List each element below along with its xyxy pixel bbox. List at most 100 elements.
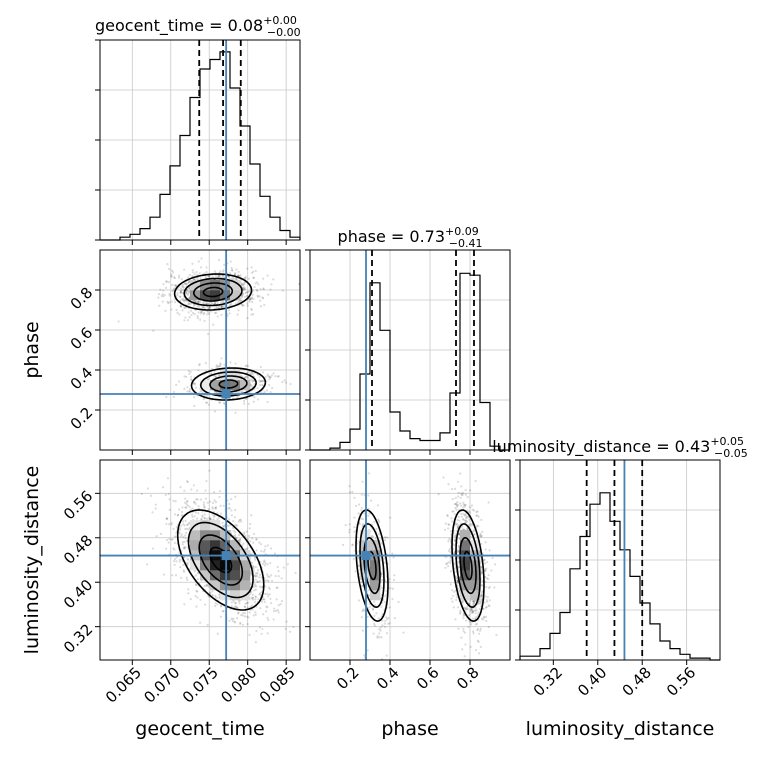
- sample-point: [252, 379, 255, 383]
- density-cell: [230, 290, 241, 301]
- sample-point: [218, 365, 221, 368]
- sample-point: [377, 518, 380, 521]
- sample-point: [384, 580, 388, 583]
- sample-point: [165, 518, 168, 521]
- sample-point: [260, 380, 263, 383]
- sample-point: [483, 601, 486, 604]
- sample-point: [437, 493, 440, 496]
- sample-point: [204, 603, 207, 606]
- sample-point: [272, 609, 276, 613]
- sample-point: [460, 485, 463, 488]
- sample-point: [351, 544, 354, 547]
- sample-point: [447, 549, 451, 552]
- density-cell: [240, 580, 251, 591]
- sample-point: [183, 547, 186, 550]
- sample-point: [243, 402, 246, 405]
- sample-point: [457, 560, 460, 563]
- sample-point: [277, 570, 280, 573]
- sample-point: [360, 616, 363, 619]
- sample-point: [205, 479, 208, 483]
- sample-point: [363, 653, 366, 657]
- sample-point: [362, 609, 366, 612]
- sample-point: [234, 495, 237, 498]
- sample-point: [477, 525, 480, 528]
- density-cell: [200, 540, 211, 551]
- contour-line: [198, 534, 244, 586]
- sample-point: [218, 274, 221, 277]
- sample-point: [211, 507, 214, 510]
- sample-point: [185, 531, 188, 535]
- density-cell: [210, 280, 221, 291]
- contour-line: [176, 509, 265, 611]
- sample-point: [472, 599, 475, 603]
- sample-point: [458, 519, 461, 522]
- density-cell: [220, 380, 231, 391]
- sample-point: [216, 596, 219, 599]
- sample-point: [234, 362, 237, 365]
- sample-point: [188, 302, 191, 305]
- sample-point: [477, 640, 480, 643]
- sample-point: [473, 529, 476, 532]
- sample-point: [348, 485, 351, 488]
- sample-point: [485, 605, 488, 609]
- sample-point: [455, 577, 458, 580]
- sample-point: [284, 627, 287, 630]
- sample-point: [199, 318, 202, 321]
- sample-point: [238, 602, 241, 605]
- sample-point: [252, 532, 256, 536]
- sample-point: [171, 290, 174, 293]
- sample-point: [357, 565, 360, 568]
- sample-point: [176, 292, 179, 295]
- sample-point: [248, 290, 251, 293]
- sample-point: [181, 283, 185, 286]
- sample-point: [469, 623, 473, 626]
- sample-point: [385, 616, 388, 619]
- sample-point: [172, 395, 175, 399]
- sample-point: [280, 599, 284, 603]
- sample-point: [183, 524, 186, 527]
- sample-point: [188, 273, 192, 277]
- sample-point: [486, 561, 489, 564]
- sample-point: [230, 605, 233, 608]
- y-tick-label-phase: 0.4: [67, 364, 97, 394]
- sample-point: [455, 508, 458, 511]
- sample-point: [237, 612, 240, 615]
- sample-point: [470, 608, 473, 611]
- sample-point: [256, 580, 259, 583]
- sample-point: [270, 283, 273, 286]
- sample-point: [176, 514, 180, 517]
- sample-point: [209, 517, 212, 521]
- sample-point: [458, 612, 462, 615]
- sample-point: [283, 379, 286, 382]
- y-axis-label-luminosity_distance: luminosity_distance: [21, 466, 43, 655]
- sample-point: [246, 364, 250, 368]
- sample-point: [220, 301, 223, 304]
- sample-point: [242, 283, 245, 287]
- contour-line: [202, 286, 224, 298]
- sample-point: [193, 313, 196, 316]
- sample-point: [210, 302, 214, 305]
- sample-point: [464, 643, 467, 646]
- sample-point: [149, 494, 153, 497]
- sample-point: [361, 523, 365, 526]
- sample-point: [466, 495, 469, 499]
- sample-point: [270, 579, 274, 583]
- sample-point: [229, 497, 233, 501]
- sample-point: [372, 622, 376, 625]
- sample-point: [206, 313, 209, 316]
- sample-point: [353, 516, 356, 519]
- density-cell: [210, 580, 221, 591]
- sample-point: [175, 308, 178, 312]
- sample-point: [232, 529, 235, 532]
- sample-point: [454, 506, 457, 510]
- sample-point: [386, 536, 389, 539]
- sample-point: [378, 636, 381, 639]
- sample-point: [243, 288, 247, 291]
- sample-point: [483, 562, 487, 565]
- sample-point: [272, 372, 275, 375]
- sample-point: [167, 281, 170, 284]
- sample-point: [484, 615, 488, 619]
- density-cell: [210, 290, 221, 301]
- sample-point: [185, 527, 188, 530]
- sample-point: [376, 504, 380, 507]
